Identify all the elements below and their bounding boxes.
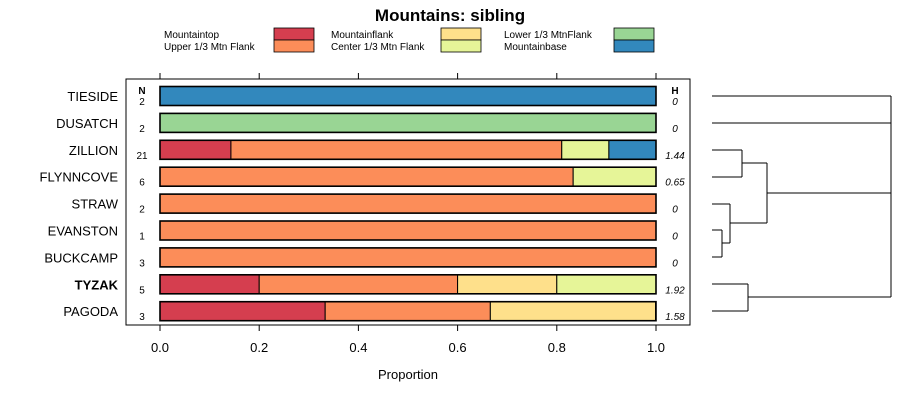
bar-segment-tyzak-mountaintop — [159, 274, 260, 295]
category-label-tieside: TIESIDE — [67, 89, 118, 104]
x-axis-title: Proportion — [378, 367, 438, 382]
x-tick-label-2: 0.4 — [349, 340, 367, 355]
bar-segment-dusatch-lower-1-3-mtnflank — [159, 112, 657, 133]
category-label-pagoda: PAGODA — [63, 304, 118, 319]
legend-label-center-1-3-mtn-flank: Center 1/3 Mtn Flank — [331, 42, 425, 53]
bar-outline-flynncove — [159, 166, 657, 187]
n-column-header: N — [138, 86, 145, 97]
bar-segment-tyzak-center-1-3-mtn-flank — [556, 274, 657, 295]
x-tick-label-4: 0.8 — [548, 340, 566, 355]
legend-swatch-mountainbase — [613, 39, 655, 53]
n-value-pagoda: 3 — [139, 312, 145, 323]
legend-label-lower-1-3-mtnflank: Lower 1/3 MtnFlank — [504, 30, 593, 41]
category-label-evanston: EVANSTON — [48, 224, 118, 239]
x-axis: 0.0 0.2 0.4 0.6 0.8 1.0 — [151, 73, 665, 355]
n-value-tieside: 2 — [139, 97, 145, 108]
h-value-dusatch: 0 — [672, 124, 678, 135]
bar-segment-flynncove-center-1-3-mtn-flank — [572, 166, 657, 187]
x-tick-label-1: 0.2 — [250, 340, 268, 355]
legend-swatch-mountaintop — [273, 27, 315, 41]
bar-segment-flynncove-upper-1-3-mtn-flank — [159, 166, 574, 187]
bar-segment-tyzak-upper-1-3-mtn-flank — [258, 274, 459, 295]
legend-label-mountainflank: Mountainflank — [331, 30, 394, 41]
bar-segment-tyzak-mountainflank — [457, 274, 558, 295]
bar-outline-straw — [159, 193, 657, 214]
bar-segment-pagoda-mountainflank — [489, 301, 657, 322]
bar-segment-pagoda-upper-1-3-mtn-flank — [324, 301, 491, 322]
bar-outline-zillion — [159, 139, 657, 161]
plot-frame — [125, 78, 691, 326]
bar-segment-tieside-mountainbase — [159, 86, 657, 106]
bar-segment-straw-upper-1-3-mtn-flank — [159, 193, 657, 214]
n-value-flynncove: 6 — [139, 178, 145, 189]
legend-label-upper-1-3-mtn-flank: Upper 1/3 Mtn Flank — [164, 42, 256, 53]
n-value-tyzak: 5 — [139, 285, 145, 296]
legend-label-mountainbase: Mountainbase — [504, 42, 567, 53]
bar-segment-zillion-mountainbase — [608, 139, 657, 160]
bar-outline-dusatch — [159, 112, 657, 134]
n-value-straw: 2 — [139, 205, 145, 216]
category-label-dusatch: DUSATCH — [56, 116, 118, 131]
dendrogram — [712, 95, 892, 312]
bar-segment-evanston-upper-1-3-mtn-flank — [159, 220, 657, 241]
bar-outline-tieside — [159, 85, 657, 107]
category-label-tyzak: TYZAK — [75, 277, 119, 292]
legend-swatch-center-1-3-mtn-flank — [440, 39, 482, 53]
h-value-zillion: 1.44 — [665, 151, 685, 162]
x-tick-label-3: 0.6 — [449, 340, 467, 355]
h-value-tyzak: 1.92 — [665, 285, 685, 296]
bar-segment-pagoda-mountaintop — [159, 301, 326, 322]
legend-label-mountaintop: Mountaintop — [164, 30, 219, 41]
bar-outline-pagoda — [159, 300, 657, 322]
h-value-tieside: 0 — [672, 97, 678, 108]
h-column-header: H — [671, 86, 678, 97]
h-value-flynncove: 0.65 — [665, 178, 685, 189]
bar-segment-zillion-upper-1-3-mtn-flank — [230, 139, 563, 160]
bar-outline-evanston — [159, 220, 657, 241]
category-label-zillion: ZILLION — [69, 143, 118, 158]
h-value-pagoda: 1.58 — [665, 312, 685, 323]
legend-swatch-mountainflank — [440, 27, 482, 41]
h-value-straw: 0 — [672, 205, 678, 216]
category-label-straw: STRAW — [72, 197, 119, 212]
legend-swatch-lower-1-3-mtnflank — [613, 27, 655, 41]
h-value-buckcamp: 0 — [672, 258, 678, 269]
bar-segment-zillion-center-1-3-mtn-flank — [561, 139, 610, 160]
bar-segment-zillion-mountaintop — [159, 139, 232, 160]
x-tick-label-0: 0.0 — [151, 340, 169, 355]
n-value-buckcamp: 3 — [139, 258, 145, 269]
legend-swatch-upper-1-3-mtn-flank — [273, 39, 315, 53]
category-label-buckcamp: BUCKCAMP — [44, 250, 118, 265]
n-value-zillion: 21 — [136, 151, 148, 162]
n-value-dusatch: 2 — [139, 124, 145, 135]
bar-outline-tyzak — [159, 273, 657, 295]
h-value-evanston: 0 — [672, 232, 678, 243]
bar-segment-buckcamp-upper-1-3-mtn-flank — [159, 247, 657, 268]
category-label-flynncove: FLYNNCOVE — [40, 170, 119, 185]
x-tick-label-5: 1.0 — [647, 340, 665, 355]
n-value-evanston: 1 — [139, 232, 145, 243]
bar-outline-buckcamp — [159, 247, 657, 268]
chart-title: Mountains: sibling — [375, 6, 525, 25]
